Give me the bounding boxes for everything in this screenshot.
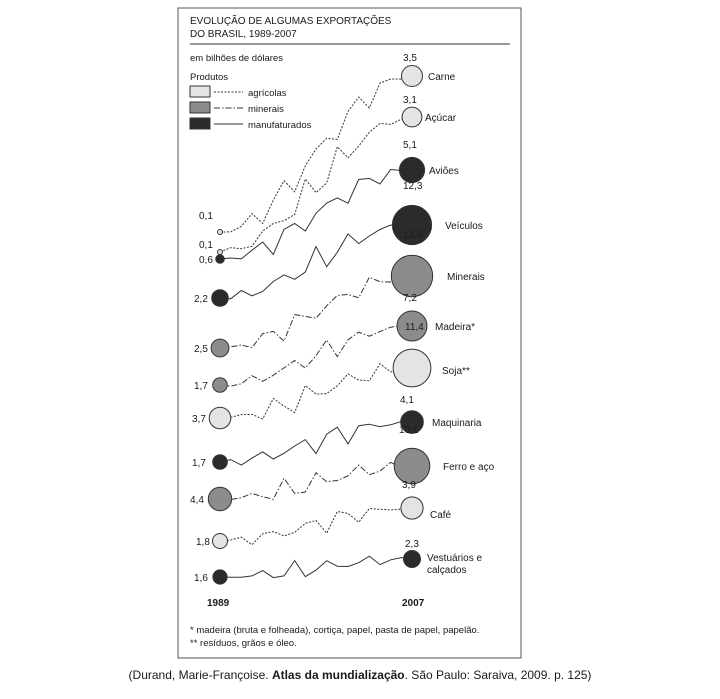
plot-area: 0,1 3,5 Carne 0,1 3,1 Açúcar 0,6 5,1 Aviões 2,2 12…: [190, 53, 495, 585]
end-value-label-madeira: 7,2: [403, 293, 417, 304]
end-value-label-cafe: 3,9: [402, 480, 416, 491]
series-avioes: 0,6 5,1 Aviões: [199, 140, 459, 266]
start-value-label-veiculos: 2,2: [194, 294, 208, 305]
end-value-label-maquinaria: 4,1: [400, 395, 414, 406]
end-point-carne: [401, 65, 423, 87]
start-value-label-soja: 3,7: [192, 414, 206, 425]
source-book: Atlas da mundialização: [271, 668, 405, 682]
x-start-label: 1989: [207, 598, 230, 609]
legend-swatch-mineral: [189, 101, 211, 114]
legend-swatch-agricola: [189, 85, 211, 98]
legend-swatch-manufaturado: [189, 117, 211, 130]
end-point-avioes: [398, 156, 426, 184]
series-name-avioes: Aviões: [429, 166, 459, 177]
end-point-acucar: [401, 106, 423, 128]
x-end-label: 2007: [402, 598, 425, 609]
start-point-ferro-e-aco: [207, 486, 233, 512]
start-point-minerais: [210, 338, 230, 358]
source-citation: (Durand, Marie-Françoise. Atlas da mundi…: [0, 668, 720, 682]
start-value-label-madeira: 1,7: [194, 381, 208, 392]
series-veiculos: 2,2 12,3 Veículos: [194, 181, 483, 307]
start-value-label-ferro-e-aco: 4,4: [190, 495, 204, 506]
legend-label-mineral: minerais: [248, 104, 284, 115]
end-point-vestuarios-e-calcados: [403, 550, 421, 568]
series-line-madeira: [219, 324, 413, 387]
start-value-label-maquinaria: 1,7: [192, 458, 206, 469]
series-name-carne: Carne: [428, 72, 456, 83]
series-line-minerais: [219, 274, 413, 349]
series-cafe: 1,8 3,9 Café: [196, 480, 452, 549]
series-line-soja: [219, 363, 413, 420]
start-point-vestuarios-e-calcados: [212, 569, 228, 585]
series-madeira: 1,7 7,2 Madeira*: [194, 293, 475, 393]
footnote-2: ** resíduos, grãos e óleo.: [190, 638, 297, 649]
series-name-veiculos: Veículos: [445, 221, 483, 232]
series-maquinaria: 1,7 4,1 Maquinaria: [192, 395, 482, 470]
end-value-label-carne: 3,5: [403, 53, 417, 64]
end-value-label-soja: 11,4: [405, 322, 424, 333]
end-value-label-avioes: 5,1: [403, 140, 417, 151]
series-vestuarios-e-calcados: 1,6 2,3 Vestuários e calçados: [194, 539, 482, 585]
series-name-minerais: Minerais: [447, 272, 485, 283]
series-carne: 0,1 3,5 Carne: [199, 53, 456, 235]
start-value-label-carne: 0,1: [199, 211, 213, 222]
start-point-madeira: [212, 377, 228, 393]
series-name-madeira: Madeira*: [435, 322, 475, 333]
end-value-label-ferro-e-aco: 10,1: [399, 425, 419, 436]
start-value-label-vestuarios-e-calcados: 1,6: [194, 573, 208, 584]
unit-label: em bilhões de dólares: [190, 53, 283, 64]
series-ferro-e-aco: 4,4 10,1 Ferro e aço: [190, 425, 495, 512]
series-line-avioes: [219, 168, 413, 260]
start-point-soja: [208, 406, 232, 430]
footnote-1: * madeira (bruta e folheada), cortiça, p…: [190, 625, 479, 636]
source-suffix: . São Paulo: Saraiva, 2009. p. 125): [404, 668, 592, 682]
start-value-label-cafe: 1,8: [196, 537, 210, 548]
legend: Produtos agrícolas minerais manufaturado…: [189, 72, 312, 131]
end-point-maquinaria: [400, 410, 424, 434]
chart-frame: [177, 7, 522, 659]
end-point-minerais: [390, 254, 434, 298]
start-value-label-avioes: 0,6: [199, 255, 213, 266]
series-name-soja: Soja**: [442, 366, 470, 377]
series-line-veiculos: [219, 224, 413, 300]
series-name-cafe: Café: [430, 510, 452, 521]
end-point-cafe: [400, 496, 424, 520]
start-point-maquinaria: [212, 454, 228, 470]
start-value-label-acucar: 0,1: [199, 240, 213, 251]
start-point-acucar: [217, 249, 223, 255]
chart-title-line1: EVOLUÇÃO DE ALGUMAS EXPORTAÇÕES: [190, 14, 392, 27]
end-point-soja: [392, 348, 432, 388]
series-name-acucar: Açúcar: [425, 113, 457, 124]
source-prefix: (Durand, Marie-Françoise.: [128, 668, 272, 682]
legend-label-manufaturado: manufaturados: [248, 120, 312, 131]
series-line-carne: [219, 75, 413, 233]
end-value-label-acucar: 3,1: [403, 95, 417, 106]
series-line-cafe: [219, 507, 413, 546]
series-soja: 3,7 11,4 Soja**: [192, 322, 470, 430]
end-point-madeira: [396, 310, 428, 342]
legend-label-agricola: agrícolas: [248, 88, 287, 99]
series-name-vestuarios-e-calcados: Vestuários e calçados: [427, 553, 482, 576]
end-value-label-vestuarios-e-calcados: 2,3: [405, 539, 419, 550]
series-name-ferro-e-aco: Ferro e aço: [443, 462, 495, 473]
end-value-label-minerais: 13,6: [403, 230, 423, 241]
start-point-avioes: [215, 254, 225, 264]
end-point-veiculos: [391, 204, 433, 246]
series-line-acucar: [219, 116, 413, 253]
series-minerais: 2,5 13,6 Minerais: [194, 230, 485, 358]
end-value-label-veiculos: 12,3: [403, 181, 423, 192]
legend-title: Produtos: [190, 72, 228, 83]
series-name-maquinaria: Maquinaria: [432, 418, 482, 429]
series-line-ferro-e-aco: [219, 461, 413, 501]
series-acucar: 0,1 3,1 Açúcar: [199, 95, 457, 255]
start-point-veiculos: [211, 289, 229, 307]
start-point-carne: [217, 229, 223, 235]
start-value-label-minerais: 2,5: [194, 344, 208, 355]
series-line-maquinaria: [219, 420, 413, 466]
start-point-cafe: [212, 533, 228, 549]
end-point-ferro-e-aco: [393, 447, 431, 485]
chart-title-line2: DO BRASIL, 1989-2007: [190, 29, 297, 40]
series-line-vestuarios-e-calcados: [219, 555, 413, 579]
